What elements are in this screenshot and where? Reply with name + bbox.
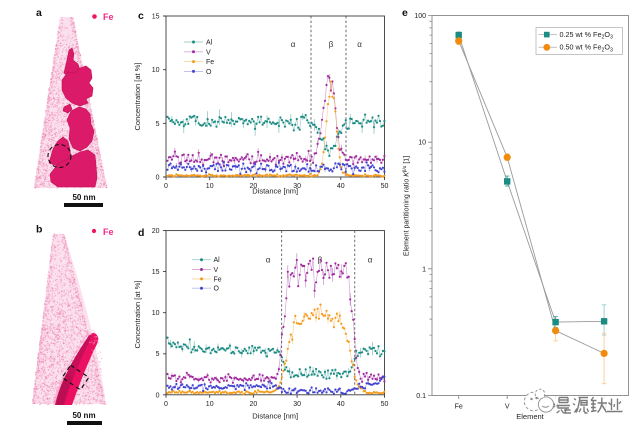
svg-text:a: a	[36, 7, 42, 19]
svg-text:50 nm: 50 nm	[72, 193, 95, 202]
svg-text:Fe: Fe	[103, 12, 114, 22]
